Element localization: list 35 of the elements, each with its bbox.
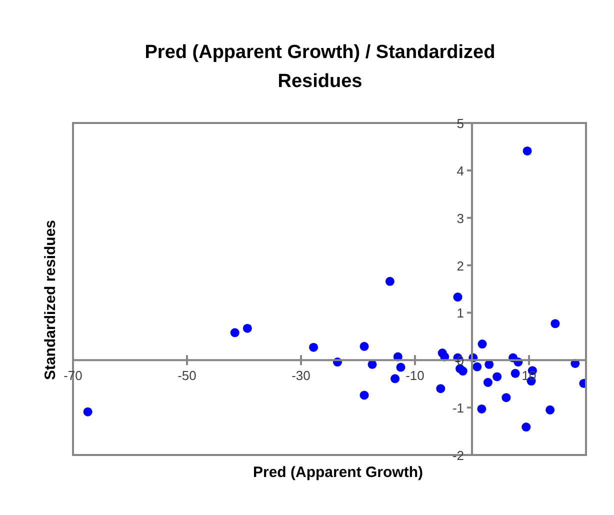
- y-tick-label: 0: [456, 353, 464, 368]
- chart-title: Pred (Apparent Growth) / Standardized Residues: [144, 41, 496, 94]
- point: [385, 276, 394, 286]
- y-tick-label: 1: [456, 306, 464, 321]
- point: [436, 384, 446, 394]
- x-axis-title: Pred (Apparent Growth): [252, 464, 424, 481]
- x-tick-label: -50: [178, 368, 196, 384]
- y-axis-title: Standardized residues: [42, 218, 60, 382]
- point: [478, 340, 487, 349]
- point: [458, 366, 468, 376]
- y-tick-label: -1: [452, 400, 464, 416]
- point: [522, 146, 532, 156]
- y-tick-label: 3: [456, 210, 464, 226]
- point: [360, 342, 369, 351]
- point: [396, 362, 406, 372]
- point: [510, 368, 520, 378]
- point: [83, 407, 92, 416]
- point: [390, 374, 400, 384]
- point: [453, 292, 462, 302]
- x-tick-label: -10: [406, 368, 424, 384]
- point: [550, 319, 560, 328]
- point: [492, 372, 502, 382]
- point: [309, 342, 318, 352]
- point: [472, 362, 482, 372]
- y-tick-label: 2: [456, 258, 464, 274]
- point: [522, 422, 531, 432]
- point: [242, 324, 252, 333]
- point: [230, 328, 240, 338]
- point: [483, 378, 492, 387]
- x-tick-label: -30: [292, 368, 310, 384]
- point: [477, 404, 486, 414]
- point: [546, 405, 555, 414]
- y-tick-label: 4: [456, 163, 464, 178]
- point: [502, 393, 511, 402]
- point: [360, 390, 369, 400]
